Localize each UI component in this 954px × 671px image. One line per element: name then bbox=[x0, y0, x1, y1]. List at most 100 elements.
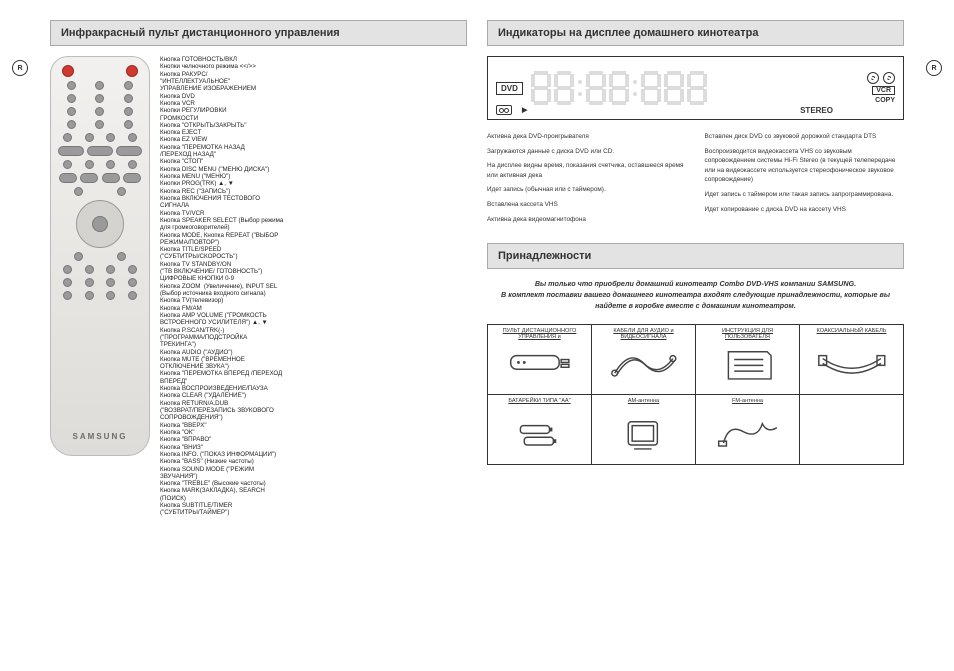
remote-btn bbox=[123, 173, 141, 183]
remote-button-label: Кнопка ГОТОВНОСТЬ/ВКЛ bbox=[160, 56, 420, 63]
remote-btn bbox=[124, 107, 133, 116]
remote-button-label: ЦИФРОВЫЕ КНОПКИ 0-9 bbox=[160, 275, 420, 282]
remote-btn bbox=[85, 133, 94, 142]
remote-button-label: Кнопка РАКУРС/ "ИНТЕЛЛЕКТУАЛЬНОЕ" УПРАВЛ… bbox=[160, 71, 420, 93]
remote-button-label: Кнопка AMP VOLUME ("ГРОМКОСТЬ ВСТРОЕННОГ… bbox=[160, 312, 420, 327]
accessory-label: БАТАРЕЙКИ ТИПА "АА" bbox=[491, 398, 588, 412]
copy-indicator: COPY bbox=[875, 97, 895, 104]
remote-btn bbox=[106, 278, 115, 287]
accessory-label: КАБЕЛИ ДЛЯ АУДИО и ВИДЕОСИГНАЛА bbox=[595, 328, 692, 342]
accessory-label: FM-антенна bbox=[699, 398, 796, 412]
remote-btn bbox=[67, 81, 76, 90]
remote-button-label: Кнопка "ВНИЗ" bbox=[160, 444, 420, 451]
am-antenna-icon bbox=[595, 412, 692, 456]
remote-btn bbox=[58, 146, 84, 156]
colon-icon bbox=[577, 80, 583, 96]
accessory-cell: ПУЛЬТ ДИСТАНЦИОННОГО УПРАВЛЕНИЯ и bbox=[488, 324, 592, 394]
accessory-label: ИНСТРУКЦИЯ ДЛЯ ПОЛЬЗОВАТЕЛЯ bbox=[699, 328, 796, 342]
accessories-intro: Вы только что приобрели домашний кинотеа… bbox=[493, 279, 898, 311]
left-section-title: Инфракрасный пульт дистанционного управл… bbox=[50, 20, 467, 46]
ok-button-icon bbox=[92, 216, 108, 232]
accessories-table: ПУЛЬТ ДИСТАНЦИОННОГО УПРАВЛЕНИЯ иКАБЕЛИ … bbox=[487, 324, 904, 465]
remote-button-labels: Кнопка ГОТОВНОСТЬ/ВКЛКнопки челночного р… bbox=[160, 56, 420, 517]
manual-icon bbox=[699, 342, 796, 386]
remote-button-label: Кнопка RETURN/A.DUB ("ВОЗВРАТ/ПЕРЕЗАПИСЬ… bbox=[160, 400, 420, 422]
remote-btn bbox=[124, 81, 133, 90]
remote-btn bbox=[63, 265, 72, 274]
seven-seg-digit bbox=[531, 71, 551, 105]
remote-button-label: Кнопка MUTE ("ВРЕМЕННОЕ ОТКЛЮЧЕНИЕ ЗВУКА… bbox=[160, 356, 420, 371]
cassette-icon bbox=[496, 105, 512, 115]
stereo-indicator: STEREO bbox=[800, 106, 833, 115]
power-button-icon bbox=[62, 65, 74, 77]
remote-button-label: Кнопка "ОК" bbox=[160, 429, 420, 436]
remote-button-label: Кнопка MENU ("МЕНЮ") bbox=[160, 173, 420, 180]
accessory-label: АМ-антенна bbox=[595, 398, 692, 412]
remote-button-label: Кнопка "ВВЕРХ" bbox=[160, 422, 420, 429]
accessory-cell: КАБЕЛИ ДЛЯ АУДИО и ВИДЕОСИГНАЛА bbox=[592, 324, 696, 394]
seven-seg-digit bbox=[687, 71, 707, 105]
indicator-text: Загружаются данные с диска DVD или CD. bbox=[487, 147, 687, 157]
remote-btn bbox=[102, 173, 120, 183]
remote-button-label: Кнопка EZ VIEW bbox=[160, 136, 420, 143]
tv-power-button-icon bbox=[126, 65, 138, 77]
remote-btn bbox=[106, 133, 115, 142]
remote-btn bbox=[128, 265, 137, 274]
batteries-icon bbox=[491, 412, 588, 456]
remote-btn bbox=[95, 107, 104, 116]
vcr-indicator: VCR bbox=[872, 86, 895, 95]
display-panel-illustration: DVD VCR COPY ▶ STEREO bbox=[487, 56, 904, 120]
remote-button-label: Кнопка INFO. ("ПОКАЗ ИНФОРМАЦИИ") bbox=[160, 451, 420, 458]
display-right-cluster: VCR COPY bbox=[867, 72, 895, 104]
remote-button-label: Кнопка SUBTITLE/TIMER ("СУБТИТРЫ/ТАЙМЕР"… bbox=[160, 502, 420, 517]
remote-button-label: Кнопка FM/AM bbox=[160, 305, 420, 312]
remote-btn bbox=[67, 107, 76, 116]
remote-btn bbox=[67, 120, 76, 129]
remote-btn bbox=[63, 160, 72, 169]
remote-button-label: Кнопка ZOOM (Увеличение), INPUT SEL (Выб… bbox=[160, 283, 420, 298]
remote-button-label: Кнопка TV STANDBY/ON ("ТВ ВКЛЮЧЕНИЕ/ ГОТ… bbox=[160, 261, 420, 276]
accessory-cell: FM-антенна bbox=[696, 394, 800, 464]
remote-btn bbox=[74, 187, 83, 196]
remote-button-label: Кнопка REC ("ЗАПИСЬ") bbox=[160, 188, 420, 195]
remote-diagram-block: SAMSUNG Кнопка ГОТОВНОСТЬ/ВКЛКнопки челн… bbox=[50, 56, 467, 517]
indicator-text: Активна дека видеомагнитофона bbox=[487, 215, 687, 225]
remote-button-label: Кнопка SPEAKER SELECT (Выбор режима для … bbox=[160, 217, 420, 232]
remote-btn bbox=[128, 133, 137, 142]
seven-seg-digit bbox=[664, 71, 684, 105]
left-page: R Инфракрасный пульт дистанционного упра… bbox=[0, 0, 477, 671]
remote-btn bbox=[87, 146, 113, 156]
indicator-text: Воспроизводится видеокассета VHS со звук… bbox=[705, 147, 905, 185]
dpad bbox=[76, 200, 124, 248]
right-page: R Индикаторы на дисплее домашнего киноте… bbox=[477, 0, 954, 671]
remote-button-label: Кнопки РЕГУЛИРОВКИ ГРОМКОСТИ bbox=[160, 107, 420, 122]
coax-icon bbox=[803, 342, 900, 386]
remote-button-label: Кнопки челночного режима <</>> bbox=[160, 63, 420, 70]
remote-btn bbox=[85, 278, 94, 287]
indicator-text: Вставлен диск DVD со звуковой дорожкой с… bbox=[705, 132, 905, 142]
colon-icon bbox=[632, 80, 638, 96]
remote-button-label: Кнопка SOUND MODE ("РЕЖИМ ЗВУЧАНИЯ") bbox=[160, 466, 420, 481]
dvd-indicator: DVD bbox=[496, 82, 523, 95]
indicator-text: На дисплее видны время, показания счетчи… bbox=[487, 161, 687, 180]
remote-button-label: Кнопка AUDIO ("АУДИО") bbox=[160, 349, 420, 356]
remote-button-label: Кнопка VCR bbox=[160, 100, 420, 107]
manual-spread: R Инфракрасный пульт дистанционного упра… bbox=[0, 0, 954, 671]
play-arrow-icon: ▶ bbox=[522, 106, 527, 114]
remote-btn bbox=[106, 265, 115, 274]
remote-button-label: Кнопка TV/VCR bbox=[160, 210, 420, 217]
accessories-intro-line2: В комплект поставки вашего домашнего кин… bbox=[493, 290, 898, 312]
remote-button-label: Кнопка TV(телевизор) bbox=[160, 297, 420, 304]
indicator-text: Активна дека DVD-проигрывателя bbox=[487, 132, 687, 142]
remote-btn bbox=[80, 173, 98, 183]
reel-icon bbox=[867, 72, 879, 84]
indicators-section-title: Индикаторы на дисплее домашнего кинотеат… bbox=[487, 20, 904, 46]
remote-btn bbox=[85, 160, 94, 169]
remote-button-label: Кнопка EJECT bbox=[160, 129, 420, 136]
indicator-descriptions: Активна дека DVD-проигрывателя Загружаютс… bbox=[487, 132, 904, 229]
remote-btn bbox=[106, 291, 115, 300]
remote-button-label: Кнопка MODE, Кнопка REPEAT ("ВЫБОР РЕЖИМ… bbox=[160, 232, 420, 247]
remote-btn bbox=[124, 120, 133, 129]
remote-btn bbox=[128, 278, 137, 287]
seven-seg-digit bbox=[554, 71, 574, 105]
